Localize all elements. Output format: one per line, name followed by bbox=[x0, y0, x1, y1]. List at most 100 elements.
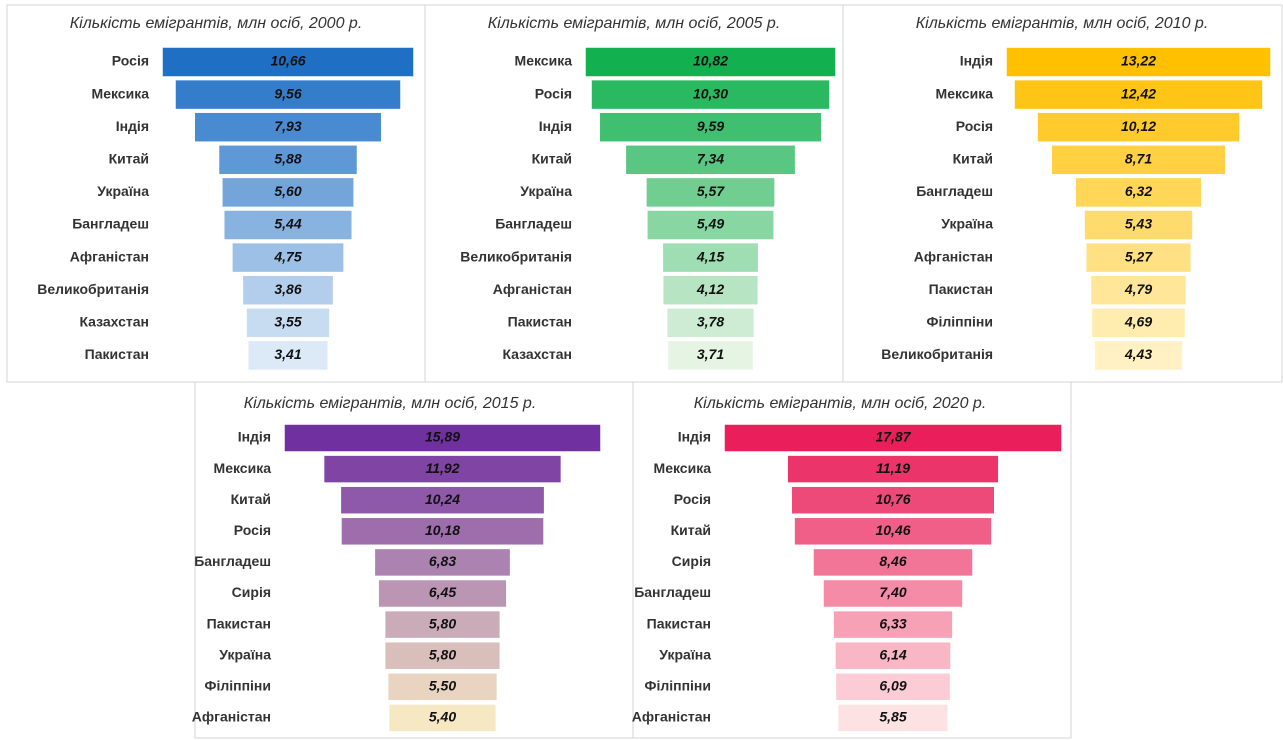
value-label: 10,24 bbox=[425, 491, 460, 507]
funnel-bar bbox=[661, 274, 760, 306]
funnel-bar bbox=[1090, 307, 1187, 339]
category-label: Україна bbox=[97, 183, 149, 199]
value-label: 5,43 bbox=[1125, 216, 1152, 232]
value-label: 8,71 bbox=[1125, 151, 1152, 167]
category-label: Бангладеш bbox=[916, 183, 993, 199]
value-label: 4,15 bbox=[696, 248, 724, 264]
value-label: 5,88 bbox=[274, 151, 301, 167]
funnel-bar bbox=[646, 209, 775, 241]
chart-title: Кількість емігрантів, млн осіб, 2020 р. bbox=[694, 395, 987, 412]
value-label: 3,86 bbox=[274, 281, 301, 297]
funnel-bar bbox=[387, 703, 498, 733]
category-label: Великобританія bbox=[881, 346, 993, 362]
value-label: 4,69 bbox=[1124, 314, 1152, 330]
category-label: Мексика bbox=[92, 85, 150, 101]
category-label: Китай bbox=[231, 491, 271, 507]
category-label: Філіппіни bbox=[927, 314, 994, 330]
chart-title: Кількість емігрантів, млн осіб, 2010 р. bbox=[916, 15, 1209, 32]
category-label: Україна bbox=[520, 183, 572, 199]
funnel-bar bbox=[645, 176, 776, 209]
funnel-bar bbox=[584, 46, 837, 78]
value-label: 9,56 bbox=[274, 85, 301, 101]
funnel-bar bbox=[834, 672, 952, 702]
value-label: 3,78 bbox=[697, 314, 724, 330]
value-label: 5,80 bbox=[429, 615, 456, 631]
funnel-bar bbox=[340, 516, 545, 547]
category-label: Китай bbox=[953, 151, 993, 167]
value-label: 10,82 bbox=[693, 53, 728, 69]
category-label: Бангладеш bbox=[72, 216, 149, 232]
funnel-bar bbox=[666, 339, 755, 372]
category-label: Бангладеш bbox=[194, 553, 271, 569]
category-label: Мексика bbox=[936, 85, 994, 101]
value-label: 7,93 bbox=[274, 118, 301, 134]
value-label: 5,40 bbox=[429, 709, 456, 725]
category-label: Індія bbox=[960, 53, 993, 69]
funnel-bar bbox=[383, 609, 502, 640]
funnel-bar bbox=[1013, 78, 1264, 111]
category-label: Індія bbox=[238, 429, 271, 445]
funnel-bar bbox=[793, 516, 993, 547]
funnel-bar bbox=[383, 640, 502, 671]
funnel-bar bbox=[339, 485, 546, 515]
category-label: Пакистан bbox=[508, 314, 572, 330]
funnel-bar bbox=[661, 241, 760, 274]
value-label: 11,92 bbox=[426, 460, 460, 476]
funnel-bar bbox=[598, 111, 823, 143]
value-label: 11,19 bbox=[876, 460, 910, 476]
funnel-bar bbox=[174, 78, 402, 111]
funnel-bar bbox=[1083, 209, 1194, 241]
funnel-bar bbox=[812, 547, 974, 578]
value-label: 9,59 bbox=[697, 118, 724, 134]
value-label: 5,44 bbox=[274, 216, 301, 232]
value-label: 10,76 bbox=[875, 491, 910, 507]
value-label: 6,83 bbox=[429, 553, 456, 569]
funnel-bar bbox=[246, 339, 330, 372]
value-label: 6,33 bbox=[879, 615, 906, 631]
funnel-bar bbox=[1093, 339, 1184, 372]
funnel-bar bbox=[790, 485, 996, 515]
funnel-bar bbox=[786, 454, 1000, 484]
value-label: 4,12 bbox=[696, 281, 724, 297]
category-label: Індія bbox=[116, 118, 149, 134]
category-label: Пакистан bbox=[647, 615, 711, 631]
category-label: Сирія bbox=[232, 584, 271, 600]
funnel-bar bbox=[834, 640, 952, 671]
value-label: 5,57 bbox=[697, 183, 725, 199]
category-label: Великобританія bbox=[37, 281, 149, 297]
value-label: 13,22 bbox=[1121, 53, 1156, 69]
value-label: 3,71 bbox=[697, 346, 724, 362]
category-label: Росія bbox=[112, 53, 149, 69]
value-label: 10,12 bbox=[1121, 118, 1156, 134]
funnel-bar bbox=[1005, 46, 1272, 78]
category-label: Афганістан bbox=[70, 248, 149, 264]
category-label: Китай bbox=[671, 522, 711, 538]
category-label: Казахстан bbox=[502, 346, 572, 362]
category-label: Філіппіни bbox=[645, 678, 712, 694]
category-label: Росія bbox=[535, 85, 572, 101]
value-label: 6,32 bbox=[1125, 183, 1152, 199]
funnel-bar bbox=[723, 423, 1063, 453]
value-label: 10,30 bbox=[693, 85, 728, 101]
value-label: 7,34 bbox=[697, 151, 724, 167]
category-label: Пакистан bbox=[207, 615, 271, 631]
value-label: 10,46 bbox=[875, 522, 910, 538]
funnel-bar bbox=[1050, 144, 1227, 176]
funnel-bar bbox=[590, 78, 831, 111]
funnel-bar bbox=[1036, 111, 1241, 143]
category-label: Росія bbox=[674, 491, 711, 507]
category-label: Росія bbox=[234, 522, 271, 538]
funnel-bar bbox=[386, 672, 499, 702]
funnel-bar bbox=[1084, 241, 1193, 274]
value-label: 5,50 bbox=[429, 678, 456, 694]
value-label: 6,45 bbox=[429, 584, 456, 600]
category-label: Індія bbox=[539, 118, 572, 134]
category-label: Великобританія bbox=[460, 248, 572, 264]
funnel-bar bbox=[832, 609, 954, 640]
category-label: Філіппіни bbox=[205, 678, 272, 694]
category-label: Пакистан bbox=[929, 281, 993, 297]
value-label: 12,42 bbox=[1121, 85, 1156, 101]
value-label: 4,79 bbox=[1124, 281, 1152, 297]
category-label: Казахстан bbox=[79, 314, 149, 330]
value-label: 3,41 bbox=[274, 346, 301, 362]
